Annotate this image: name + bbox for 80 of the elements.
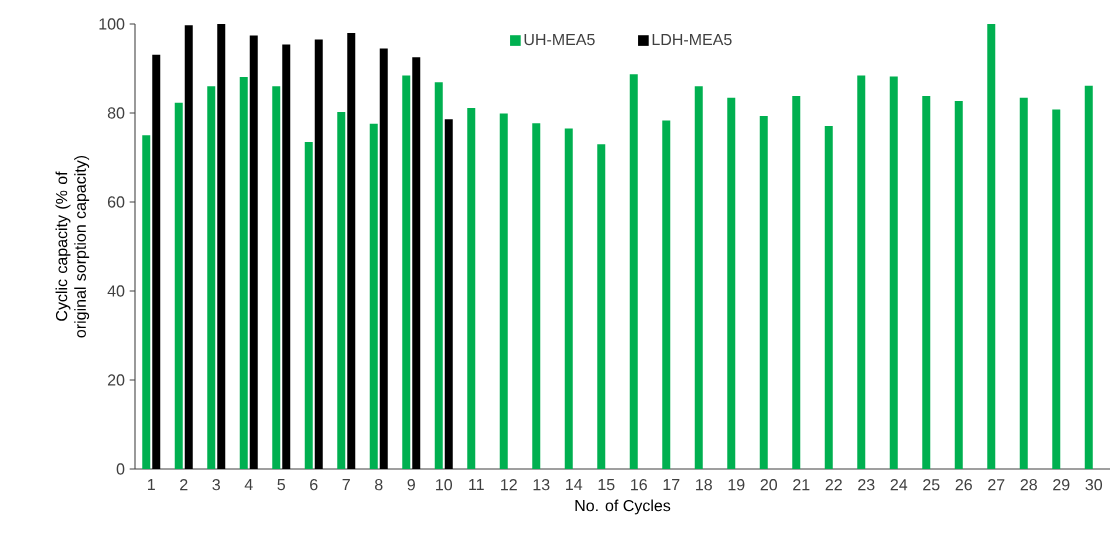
- y-tick-label: 40: [107, 285, 125, 297]
- bar: [954, 100, 963, 469]
- x-tick-label: 22: [825, 479, 842, 491]
- x-tick-label: 14: [566, 479, 583, 491]
- bar: [272, 86, 281, 469]
- bar: [239, 76, 248, 469]
- bar: [532, 123, 541, 469]
- x-axis-title: No. of Cycles: [575, 499, 671, 515]
- bar: [412, 57, 421, 469]
- bar: [857, 75, 866, 469]
- bar: [402, 75, 411, 469]
- y-axis-title: Cyclic capacity (% of original sorption capacity): [55, 155, 90, 338]
- bar: [467, 108, 476, 469]
- x-tick-label: 1: [148, 479, 155, 491]
- x-tick-label: 2: [180, 479, 188, 491]
- x-tick-label: 25: [923, 479, 940, 491]
- bar: [1019, 97, 1028, 469]
- bar: [444, 119, 453, 469]
- bar: [379, 48, 388, 469]
- x-tick-label: 8: [374, 479, 383, 491]
- x-tick-label: 28: [1020, 479, 1037, 491]
- bar: [792, 96, 801, 469]
- bar: [337, 112, 346, 469]
- bar: [824, 125, 833, 469]
- bar: [207, 86, 216, 469]
- x-tick-label: 13: [533, 479, 550, 491]
- x-tick-label: 27: [988, 479, 1005, 491]
- bar: [217, 24, 226, 469]
- bar: [597, 144, 606, 469]
- bar: [1052, 109, 1061, 469]
- bar: [922, 96, 931, 469]
- y-tick-label: 100: [99, 18, 125, 30]
- x-tick-label: 23: [858, 479, 875, 491]
- x-tick-label: 12: [501, 479, 517, 491]
- bar: [694, 86, 703, 469]
- bar: [249, 35, 258, 469]
- x-tick-label: 18: [696, 479, 712, 491]
- x-tick-label: 6: [310, 479, 318, 491]
- legend-label: UH-MEA5: [524, 34, 595, 46]
- bar: [314, 39, 323, 469]
- bar: [662, 120, 671, 469]
- bar: [629, 74, 638, 469]
- bar: [759, 116, 768, 469]
- x-tick-label: 20: [760, 479, 778, 491]
- bar: [174, 102, 183, 469]
- bar: [152, 54, 161, 469]
- x-tick-label: 9: [407, 479, 415, 491]
- x-tick-label: 4: [244, 479, 253, 491]
- x-tick-label: 29: [1053, 479, 1070, 491]
- bar: [184, 25, 193, 469]
- bar: [347, 32, 356, 469]
- x-tick-label: 7: [342, 479, 350, 491]
- bar: [1084, 85, 1093, 469]
- x-tick-label: 17: [663, 479, 680, 491]
- bar: [282, 44, 291, 469]
- bar: [304, 141, 313, 469]
- bar: [889, 76, 898, 469]
- x-tick-label: 26: [955, 479, 972, 491]
- y-tick-label: 0: [116, 463, 125, 475]
- legend-label: LDH-MEA5: [652, 34, 732, 46]
- bar: [499, 113, 508, 469]
- x-tick-label: 24: [890, 479, 908, 491]
- bar: [369, 123, 378, 469]
- bar: [434, 82, 443, 469]
- x-tick-label: 21: [793, 479, 810, 491]
- y-tick-label: 80: [107, 107, 125, 119]
- y-tick-label: 20: [107, 374, 125, 386]
- x-tick-label: 3: [212, 479, 220, 491]
- x-tick-label: 10: [436, 479, 453, 491]
- x-tick-label: 19: [728, 479, 745, 491]
- bar: [142, 135, 151, 469]
- x-tick-label: 11: [469, 479, 484, 491]
- bar: [727, 97, 736, 469]
- x-tick-label: 5: [277, 479, 286, 491]
- x-tick-label: 15: [598, 479, 615, 491]
- bar: [564, 128, 573, 469]
- x-tick-label: 16: [631, 479, 647, 491]
- y-tick-label: 60: [107, 196, 125, 208]
- bar: [987, 24, 996, 469]
- x-tick-label: 30: [1085, 479, 1103, 491]
